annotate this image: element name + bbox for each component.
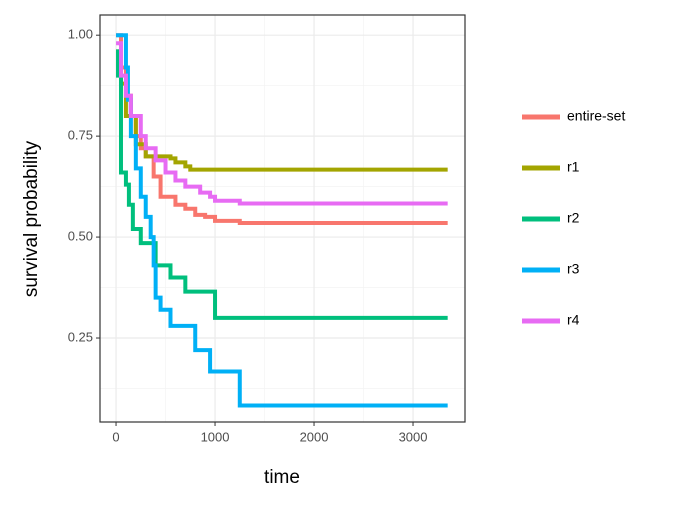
- y-tick-label: 0.25: [68, 329, 93, 344]
- y-axis-label: survival probability: [21, 140, 42, 297]
- x-tick-label: 3000: [399, 429, 428, 444]
- plot-background: [100, 15, 465, 422]
- y-tick-label: 1.00: [68, 27, 93, 42]
- survival-curve: [116, 49, 448, 320]
- x-tick-label: 0: [112, 429, 119, 444]
- x-axis-label: time: [264, 467, 300, 488]
- legend-label: entire-set: [567, 108, 625, 124]
- y-tick-label: 0.50: [68, 229, 93, 244]
- legend-label: r2: [567, 210, 580, 226]
- y-tick-label: 0.75: [68, 128, 93, 143]
- legend-label: r3: [567, 261, 580, 277]
- legend-label: r1: [567, 159, 580, 175]
- x-tick-label: 2000: [300, 429, 329, 444]
- plot-border: [99, 14, 466, 423]
- legend-label: r4: [567, 312, 580, 328]
- x-tick-label: 1000: [201, 429, 230, 444]
- survival-curve: [116, 41, 448, 206]
